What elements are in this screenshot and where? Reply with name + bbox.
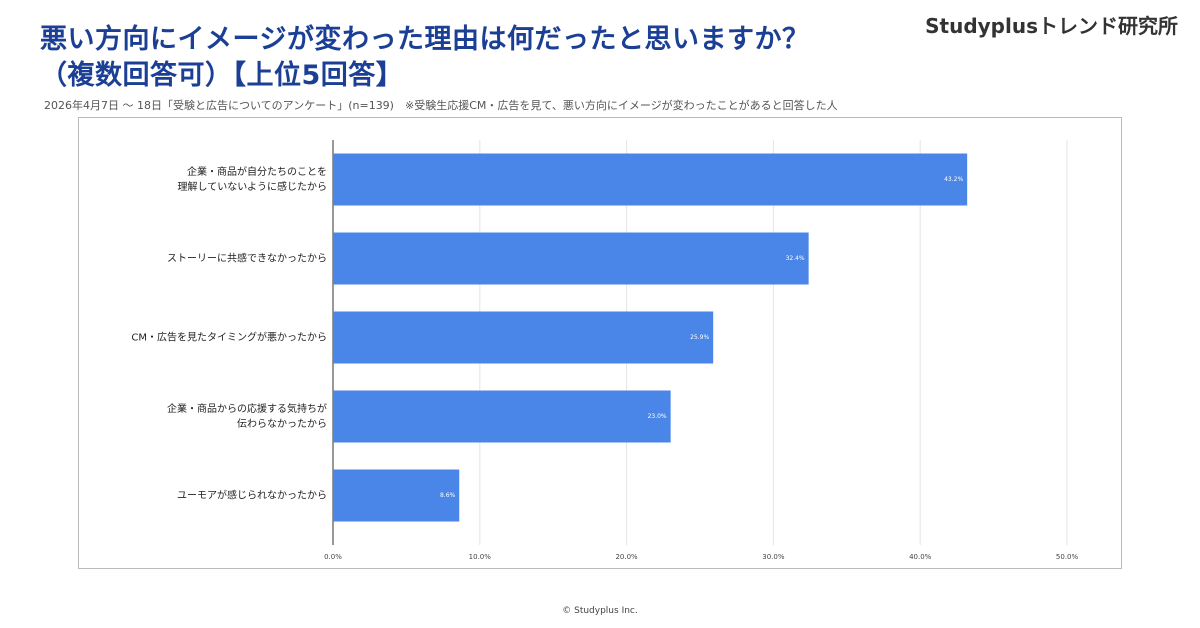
x-tick-label: 0.0%	[324, 553, 342, 561]
bar	[333, 311, 714, 364]
bar	[333, 153, 968, 206]
y-tick-label: 企業・商品が自分たちのことを 理解していないように感じたから	[177, 166, 328, 193]
x-tick-label: 20.0%	[615, 553, 638, 561]
footer: © Studyplus Inc.	[562, 606, 638, 616]
value-label: 32.4%	[786, 255, 805, 262]
y-tick-label: ユーモアが感じられなかったから	[177, 490, 327, 501]
value-label: 23.0%	[648, 413, 667, 420]
note: 2026年4月7日 ～ 18日「受験と広告についてのアンケート」(n=139) …	[44, 99, 838, 112]
x-tick-label: 40.0%	[909, 553, 932, 561]
x-tick-label: 50.0%	[1056, 553, 1079, 561]
y-tick-label: 企業・商品からの応援する気持ちが 伝わらなかったから	[167, 403, 327, 430]
bar	[333, 390, 671, 443]
value-label: 25.9%	[690, 334, 709, 341]
y-tick-label: ストーリーに共感できなかったから	[167, 253, 327, 264]
value-label: 43.2%	[944, 176, 963, 183]
chart-frame	[78, 117, 1122, 569]
brand: Studyplusトレンド研究所	[925, 14, 1178, 38]
bar	[333, 469, 460, 522]
chart-title: 悪い方向にイメージが変わった理由は何だったと思いますか？ （複数回答可）【上位5…	[40, 24, 810, 91]
x-tick-label: 30.0%	[762, 553, 785, 561]
x-tick-label: 10.0%	[469, 553, 492, 561]
y-tick-label: CM・広告を見たタイミングが悪かったから	[131, 332, 327, 343]
value-label: 8.6%	[440, 492, 456, 499]
bar	[333, 232, 809, 285]
